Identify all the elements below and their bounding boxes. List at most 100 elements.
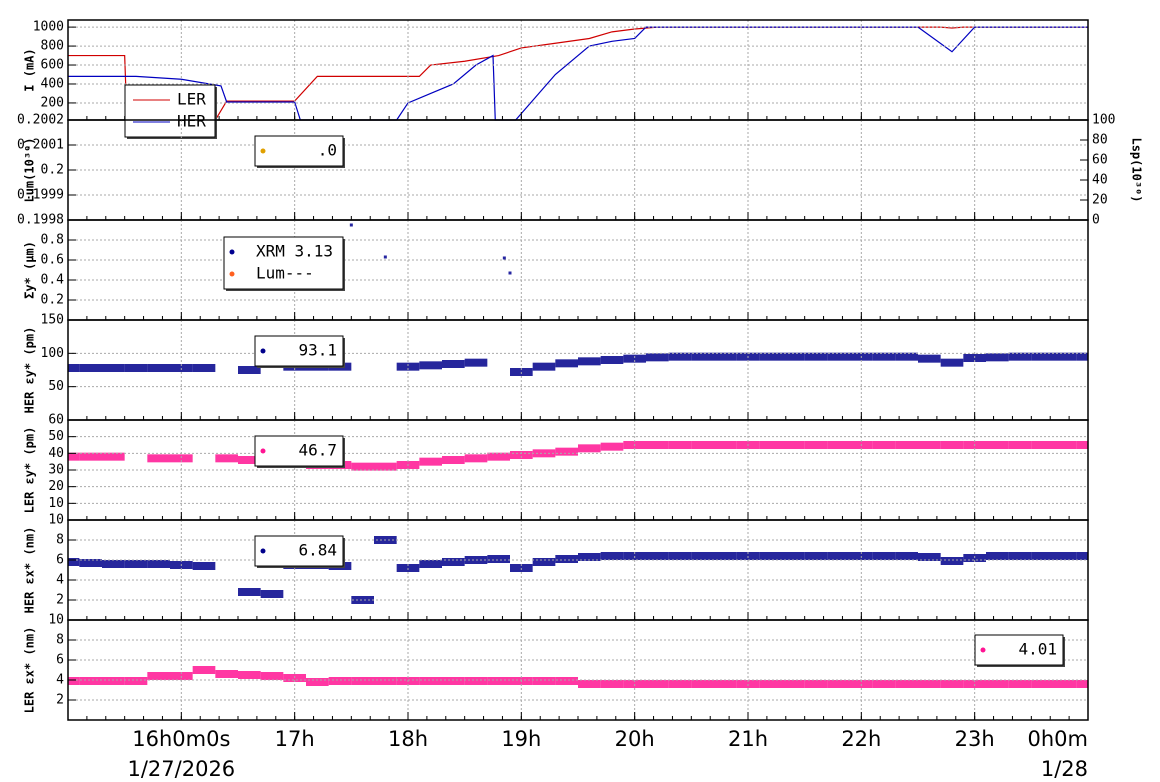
data-point <box>328 677 352 685</box>
data-point <box>487 555 510 563</box>
data-point <box>895 552 918 560</box>
y-tick-label: 8 <box>56 633 64 648</box>
data-point <box>578 680 601 688</box>
legend-box <box>254 335 344 367</box>
x-tick-label: 19h <box>501 727 541 751</box>
data-point <box>306 678 329 686</box>
data-point <box>79 559 102 567</box>
data-point <box>68 364 80 372</box>
data-point <box>782 680 805 688</box>
data-point <box>578 444 601 453</box>
y-tick-label: 0.4 <box>41 273 65 288</box>
y-tick-label: 10 <box>48 496 64 511</box>
y-tick-label: 100 <box>41 346 64 361</box>
data-point <box>827 441 850 449</box>
data-point <box>940 358 964 367</box>
y-tick-label: 800 <box>41 39 64 54</box>
panel-frame <box>67 519 1089 621</box>
y-tick-label: 10 <box>48 613 64 628</box>
data-point <box>646 680 669 688</box>
y-tick-label: 40 <box>48 446 64 461</box>
data-point <box>759 352 782 361</box>
data-point <box>918 553 941 561</box>
legend-box <box>254 435 344 467</box>
legend-label: 46.7 <box>298 441 337 460</box>
data-point <box>419 677 442 685</box>
y2-axis-label: Lsp(10³⁰) <box>1130 137 1144 202</box>
y-tick-label: 0.2 <box>41 293 64 308</box>
data-point <box>192 666 216 674</box>
data-point <box>940 557 964 565</box>
y-axis-label: HER εx* (nm) <box>23 527 37 614</box>
data-point <box>502 256 506 260</box>
legend-box <box>223 236 344 290</box>
legend-box <box>124 84 216 138</box>
data-point <box>487 452 510 461</box>
data-point <box>691 680 714 688</box>
legend: XRM 3.13 Lum--- <box>223 236 345 291</box>
x-tick-label: 17h <box>275 727 315 751</box>
legend-label: 4.01 <box>1018 640 1057 659</box>
data-point <box>124 560 148 568</box>
data-point <box>238 588 261 596</box>
data-point <box>79 364 102 372</box>
y-tick-label: 0.1999 <box>17 188 64 203</box>
data-point <box>600 680 624 688</box>
data-point <box>668 441 692 449</box>
data-point <box>487 677 510 685</box>
data-point <box>383 255 387 259</box>
data-point <box>419 560 442 568</box>
data-point <box>1054 552 1077 560</box>
data-point <box>646 353 669 362</box>
data-point <box>623 354 646 363</box>
legend-box <box>974 634 1064 666</box>
y-axis-label: Lum(10³⁰) <box>23 137 37 202</box>
series-line <box>68 26 1088 121</box>
legend-label: .0 <box>318 141 337 160</box>
date-label: 1/28 <box>1041 757 1088 781</box>
x-tick-label: 18h <box>388 727 428 751</box>
data-point <box>600 442 624 451</box>
legend: 93.1 <box>254 335 345 368</box>
data-point <box>804 441 828 449</box>
data-point <box>170 454 193 463</box>
data-point <box>827 552 850 560</box>
legend-swatch <box>229 249 235 255</box>
data-point <box>351 677 374 685</box>
data-point <box>442 677 465 685</box>
x-tick-label: 20h <box>615 727 655 751</box>
data-point <box>646 552 669 560</box>
data-point <box>68 677 80 685</box>
data-point <box>600 552 624 560</box>
data-point <box>714 680 737 688</box>
data-point <box>986 552 1009 560</box>
legend: LER HER <box>124 84 217 139</box>
data-point <box>804 552 828 560</box>
y2-tick-label: 80 <box>1092 133 1108 148</box>
y-tick-label: 50 <box>48 429 64 444</box>
panel-frame <box>67 19 1089 121</box>
data-point <box>782 352 805 361</box>
data-point <box>147 672 170 680</box>
y-tick-label: 6 <box>56 553 64 568</box>
data-point <box>691 441 714 449</box>
data-point <box>940 441 964 449</box>
y-tick-label: 2 <box>56 693 64 708</box>
y-tick-label: 10 <box>48 513 64 528</box>
data-point <box>532 558 556 566</box>
y-tick-label: 0.2 <box>41 163 64 178</box>
y-tick-label: 400 <box>41 76 64 91</box>
date-label: 1/27/2026 <box>127 757 235 781</box>
data-point <box>986 680 1009 688</box>
data-point <box>215 670 238 678</box>
data-point <box>872 680 896 688</box>
panel-frame <box>67 219 1089 321</box>
data-point <box>918 354 941 363</box>
legend-swatch <box>260 448 266 454</box>
data-point <box>668 352 692 361</box>
data-point <box>895 680 918 688</box>
data-point <box>510 451 533 459</box>
data-point <box>759 552 782 560</box>
data-point <box>124 364 148 372</box>
